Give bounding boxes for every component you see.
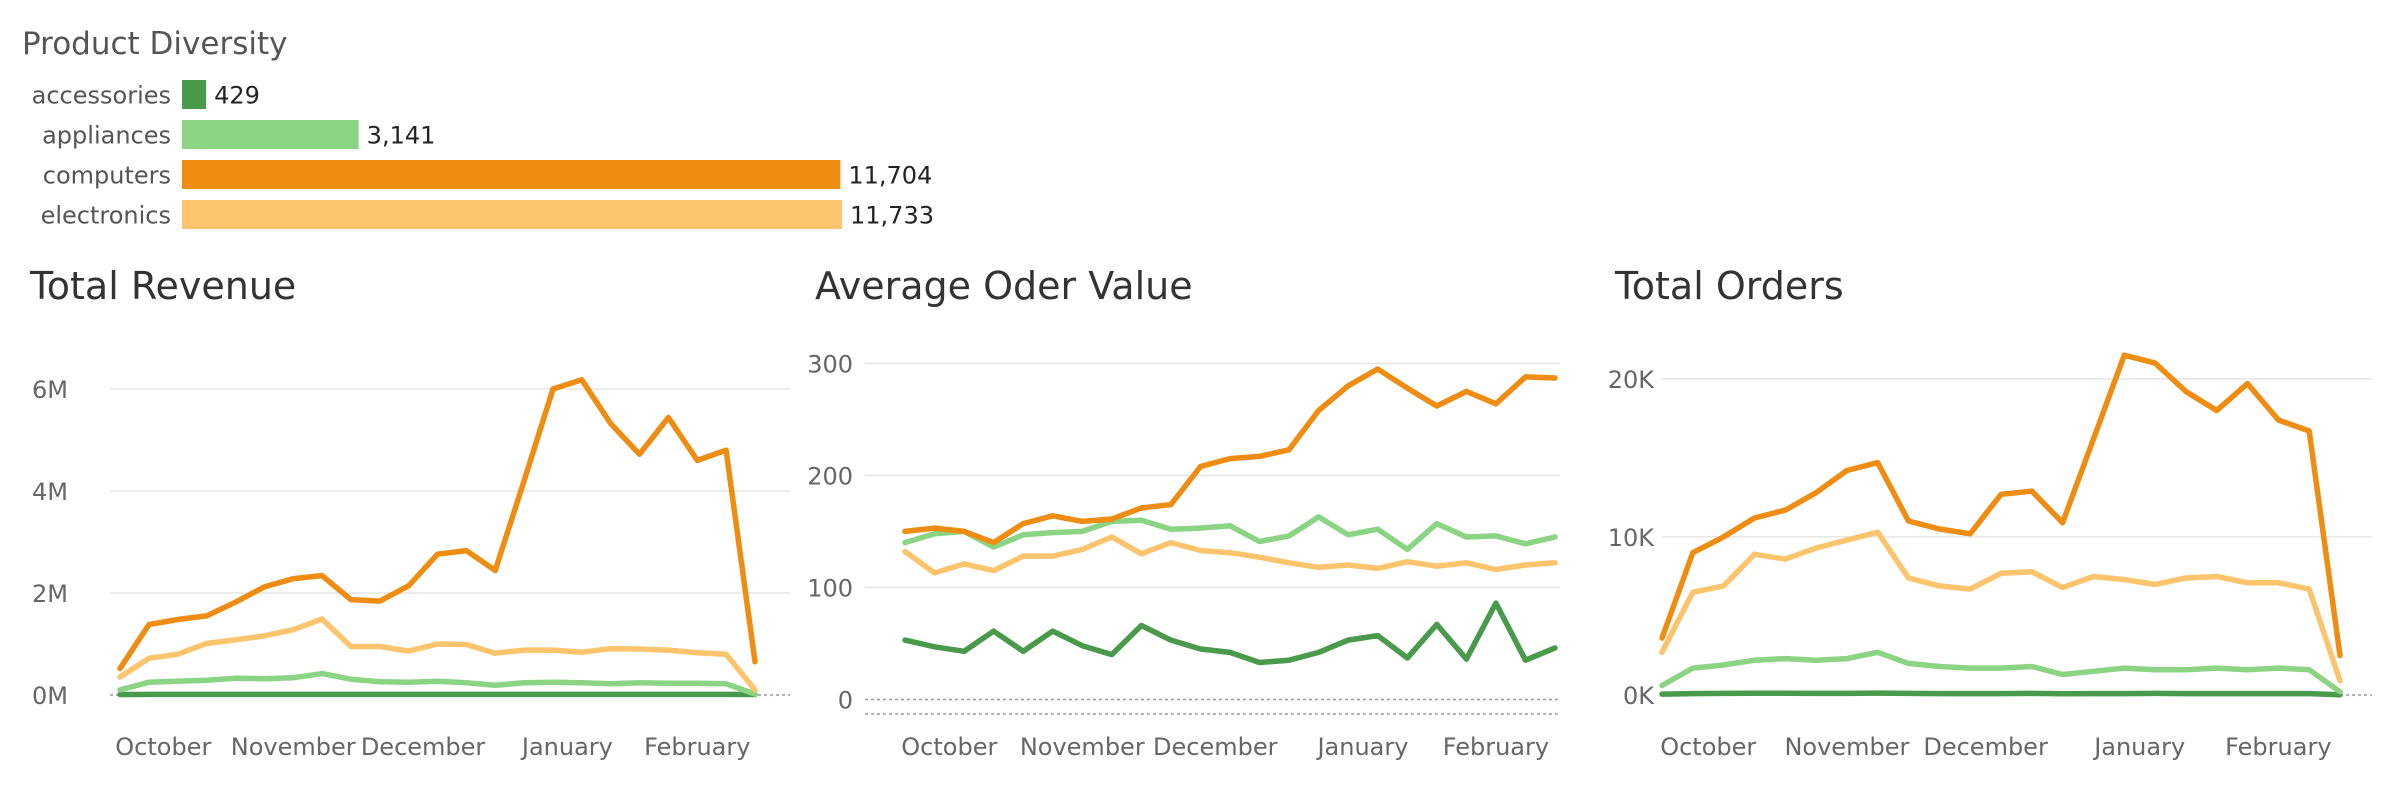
total-orders-chart: Total Orders 0K 10K 20K October November Dece… bbox=[1608, 264, 2372, 761]
y-tick-label: 6M bbox=[32, 376, 68, 404]
x-tick-label: November bbox=[1020, 733, 1145, 761]
bar-value-label-computers: 11,704 bbox=[848, 162, 932, 190]
x-tick-label: October bbox=[901, 733, 997, 761]
product-diversity-title: Product Diversity bbox=[22, 26, 287, 62]
y-tick-label: 2M bbox=[32, 580, 68, 608]
x-tick-label: October bbox=[115, 733, 211, 761]
series-line-accessories bbox=[905, 603, 1555, 662]
x-tick-label: January bbox=[520, 733, 613, 761]
x-tick-label: December bbox=[361, 733, 486, 761]
bar-computers bbox=[182, 160, 840, 189]
y-tick-label: 100 bbox=[807, 574, 853, 602]
series-line-appliances bbox=[1662, 652, 2340, 692]
bar-electronics bbox=[182, 200, 842, 229]
x-tick-label: January bbox=[1315, 733, 1408, 761]
category-label-computers: computers bbox=[43, 162, 171, 190]
x-tick-label: December bbox=[1923, 733, 2048, 761]
y-tick-label: 200 bbox=[807, 462, 853, 490]
bar-accessories bbox=[182, 80, 206, 109]
y-tick-label: 300 bbox=[807, 350, 853, 378]
x-tick-label: January bbox=[2092, 733, 2185, 761]
product-diversity-chart: Product Diversity accessories 429 applianc… bbox=[22, 26, 934, 230]
series-line-appliances bbox=[905, 517, 1555, 550]
series-line-appliances bbox=[120, 674, 755, 694]
x-tick-label: February bbox=[1443, 733, 1549, 761]
series-line-accessories bbox=[1662, 693, 2340, 695]
y-tick-label: 20K bbox=[1608, 366, 1656, 394]
y-tick-label: 0K bbox=[1623, 682, 1655, 710]
total-revenue-title: Total Revenue bbox=[29, 264, 296, 308]
category-label-accessories: accessories bbox=[32, 82, 171, 110]
y-tick-label: 10K bbox=[1608, 524, 1656, 552]
bar-value-label-appliances: 3,141 bbox=[367, 122, 436, 150]
bar-appliances bbox=[182, 120, 359, 149]
bar-value-label-accessories: 429 bbox=[214, 82, 260, 110]
total-orders-title: Total Orders bbox=[1614, 264, 1844, 308]
x-tick-label: October bbox=[1660, 733, 1756, 761]
series-line-computers bbox=[120, 380, 755, 669]
series-line-computers bbox=[905, 369, 1555, 543]
series-line-computers bbox=[1662, 355, 2340, 655]
y-tick-label: 0 bbox=[838, 686, 853, 714]
average-order-value-chart: Average Oder Value 0 100 200 300 October Nove… bbox=[807, 264, 1560, 761]
x-tick-label: February bbox=[2225, 733, 2331, 761]
y-tick-label: 0M bbox=[32, 682, 68, 710]
x-tick-label: February bbox=[644, 733, 750, 761]
average-order-value-title: Average Oder Value bbox=[815, 264, 1193, 308]
x-tick-label: November bbox=[231, 733, 356, 761]
x-tick-label: November bbox=[1784, 733, 1909, 761]
y-tick-label: 4M bbox=[32, 478, 68, 506]
bar-value-label-electronics: 11,733 bbox=[850, 202, 934, 230]
category-label-appliances: appliances bbox=[42, 122, 171, 150]
x-tick-label: December bbox=[1153, 733, 1278, 761]
category-label-electronics: electronics bbox=[41, 202, 171, 230]
